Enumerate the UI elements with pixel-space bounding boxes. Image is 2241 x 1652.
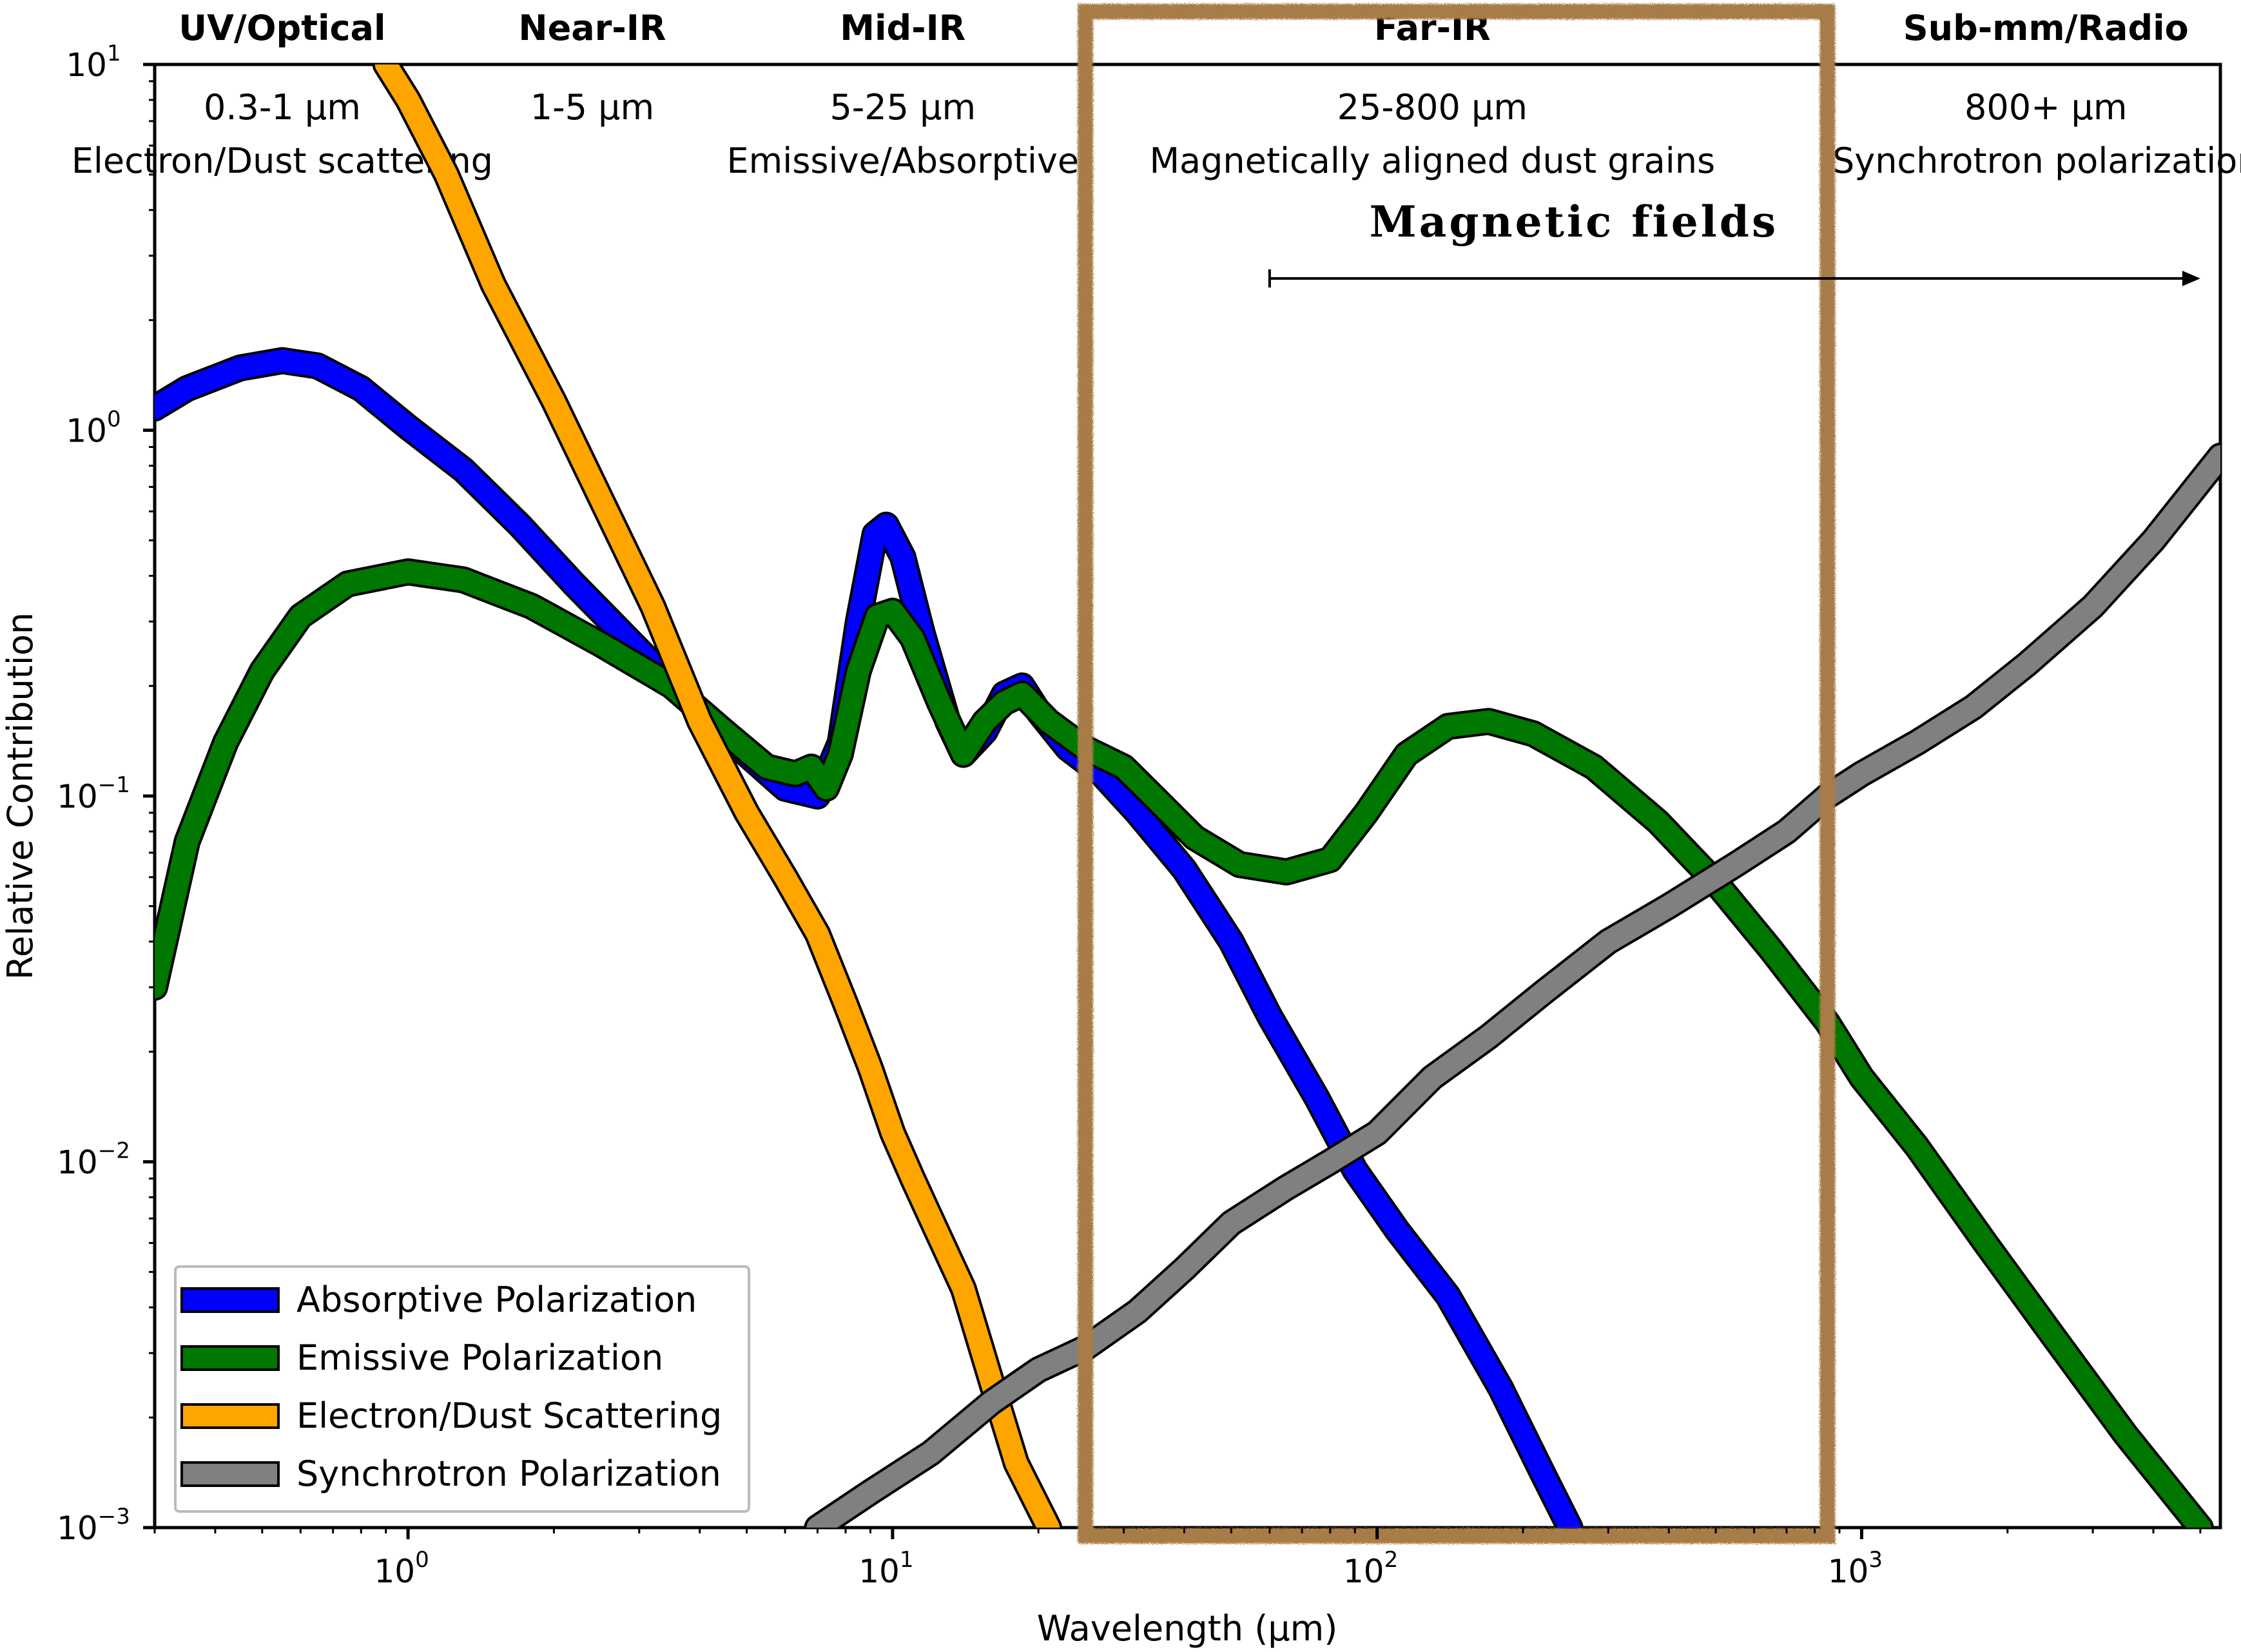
band-range: 25-800 μm [1337, 87, 1528, 128]
legend: Absorptive Polarization Emissive Polariza… [174, 1265, 750, 1513]
magnetic-fields-annotation: Magnetic fields [1268, 197, 2200, 288]
band-title: Mid-IR [840, 8, 965, 48]
series-electron-dust-scattering [372, 64, 1063, 1528]
x-tick-label: 100 [374, 1547, 429, 1590]
legend-item-synchrotron-polarization: Synchrotron Polarization [180, 1453, 721, 1494]
legend-item-emissive-polarization: Emissive Polarization [180, 1337, 663, 1378]
y-tick-label: 100 [66, 407, 121, 450]
series-line-absorptive-polarization [155, 349, 1581, 1528]
band-range: 800+ μm [1965, 87, 2127, 128]
legend-label: Emissive Polarization [296, 1337, 663, 1378]
band-title: Near-IR [518, 8, 666, 48]
band-title: UV/Optical [179, 8, 385, 48]
annotation-text: Magnetic fields [1370, 197, 1779, 247]
band-mid-ir: Mid-IR 5-25 μm Emissive/Absorptive [726, 8, 1079, 181]
legend-box [174, 1265, 750, 1513]
far-ir-highlight [1078, 4, 1836, 1544]
legend-swatch [180, 1345, 280, 1371]
series-synchrotron-polarization [804, 442, 2220, 1528]
band-range: 0.3-1 μm [204, 87, 361, 128]
band-sub-mm-radio: Sub-mm/Radio 800+ μm Synchrotron polarizat… [1832, 8, 2241, 181]
y-tick-label: 10−1 [57, 772, 130, 815]
axes: 100 101 102 103 101 100 10−1 10−2 10−3 [57, 41, 2202, 1590]
y-axis-label: Relative Contribution [0, 612, 41, 980]
legend-label: Absorptive Polarization [296, 1279, 697, 1320]
x-tick-label: 102 [1343, 1547, 1398, 1590]
legend-label: Electron/Dust Scattering [296, 1395, 722, 1436]
legend-label: Synchrotron Polarization [296, 1453, 721, 1494]
x-tick-label: 101 [859, 1547, 913, 1590]
band-near-ir: Near-IR 1-5 μm [518, 8, 666, 128]
band-range: 1-5 μm [530, 87, 654, 128]
x-tick-label: 103 [1828, 1547, 1883, 1590]
series-lines [155, 64, 2220, 1528]
highlight-box [1078, 4, 1836, 1544]
legend-item-absorptive-polarization: Absorptive Polarization [180, 1279, 697, 1320]
band-mechanism: Synchrotron polarization [1832, 141, 2241, 181]
annotation-arrow-head [2182, 271, 2200, 287]
series-absorptive-polarization [155, 347, 1584, 1528]
legend-swatch [180, 1403, 280, 1429]
series-line-electron-dust-scattering [374, 64, 1060, 1528]
legend-swatch [180, 1287, 280, 1313]
x-axis-label: Wavelength (μm) [1037, 1608, 1338, 1649]
y-tick-label: 10−2 [57, 1138, 130, 1181]
band-title: Sub-mm/Radio [1903, 8, 2189, 48]
legend-swatch [180, 1461, 280, 1487]
series-line-synchrotron-polarization [806, 445, 2220, 1528]
y-tick-label: 10−3 [57, 1504, 130, 1547]
y-tick-label: 101 [66, 41, 121, 84]
band-mechanism: Emissive/Absorptive [726, 141, 1079, 181]
band-range: 5-25 μm [829, 87, 976, 128]
legend-item-electron-dust-scattering: Electron/Dust Scattering [180, 1395, 722, 1436]
band-mechanism: Magnetically aligned dust grains [1149, 141, 1715, 181]
